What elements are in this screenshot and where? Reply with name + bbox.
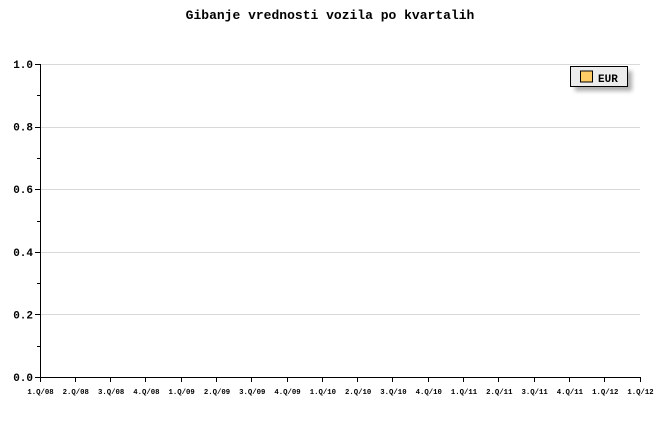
svg-text:EUR: EUR [598,74,618,86]
svg-text:1.Q/12: 1.Q/12 [592,389,618,397]
svg-text:0.4: 0.4 [13,248,33,260]
svg-text:2.Q/10: 2.Q/10 [345,389,371,397]
svg-text:0.0: 0.0 [13,373,33,385]
svg-text:1.Q/08: 1.Q/08 [27,389,53,397]
svg-text:4.Q/09: 4.Q/09 [274,389,300,397]
svg-text:1.Q/09: 1.Q/09 [169,389,195,397]
svg-text:3.Q/09: 3.Q/09 [239,389,265,397]
svg-text:2.Q/11: 2.Q/11 [486,389,513,397]
svg-text:4.Q/11: 4.Q/11 [557,389,584,397]
svg-text:2.Q/08: 2.Q/08 [63,389,89,397]
svg-text:3.Q/10: 3.Q/10 [380,389,406,397]
svg-text:3.Q/11: 3.Q/11 [521,389,548,397]
svg-text:1.Q/10: 1.Q/10 [310,389,336,397]
svg-text:3.Q/08: 3.Q/08 [98,389,124,397]
svg-text:0.2: 0.2 [13,310,33,322]
svg-text:1.0: 1.0 [13,60,33,72]
svg-text:0.8: 0.8 [13,123,33,135]
svg-text:4.Q/08: 4.Q/08 [133,389,159,397]
svg-text:0.6: 0.6 [13,185,33,197]
svg-text:1.Q/11: 1.Q/11 [451,389,478,397]
svg-text:1.Q/12: 1.Q/12 [627,389,653,397]
svg-text:2.Q/09: 2.Q/09 [204,389,230,397]
svg-text:4.Q/10: 4.Q/10 [416,389,442,397]
